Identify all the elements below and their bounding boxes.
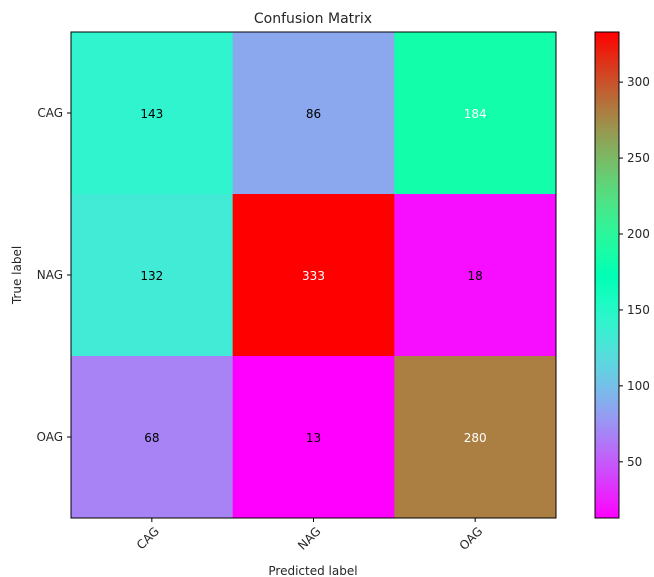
colorbar-tick-label: 150 [627,303,650,317]
y-axis: CAG NAG OAG [36,106,71,444]
heatmap-cell [232,356,395,519]
colorbar-tick-label: 300 [627,75,650,89]
x-axis: CAG NAG OAG [134,518,485,553]
y-axis-label: True label [10,246,24,305]
heatmap-cell [394,194,557,357]
colorbar: 50 100 150 200 250 300 [594,31,650,519]
y-tick-label: CAG [37,106,63,120]
cell-value-label: 184 [464,107,487,121]
heatmap-cell [71,32,234,195]
heatmap-cell [232,32,395,195]
heatmap-cell [232,194,395,357]
colorbar-tick-label: 50 [627,455,642,469]
cell-value-label: 68 [144,431,159,445]
cell-value-label: 280 [464,431,487,445]
colorbar-tick-label: 200 [627,227,650,241]
x-tick-label: CAG [134,524,162,552]
cell-value-label: 333 [302,269,325,283]
y-tick-label: NAG [37,268,63,282]
x-tick-label: OAG [457,524,486,553]
y-tick-label: OAG [36,430,63,444]
heatmap-cells: 143 86 184 132 333 18 68 13 280 [71,32,557,519]
cell-value-label: 132 [140,269,163,283]
cell-value-label: 13 [306,431,321,445]
heatmap-cell [394,32,557,195]
heatmap-cell [394,356,557,519]
heatmap-cell [71,194,234,357]
colorbar-tick-label: 100 [627,379,650,393]
colorbar-tick-label: 250 [627,151,650,165]
cell-value-label: 143 [140,107,163,121]
colorbar-fill [594,31,620,519]
heatmap-cell [71,356,234,519]
x-axis-label: Predicted label [268,564,357,577]
cell-value-label: 18 [468,269,483,283]
chart-title: Confusion Matrix [254,11,372,27]
cell-value-label: 86 [306,107,321,121]
x-tick-label: NAG [295,524,323,552]
